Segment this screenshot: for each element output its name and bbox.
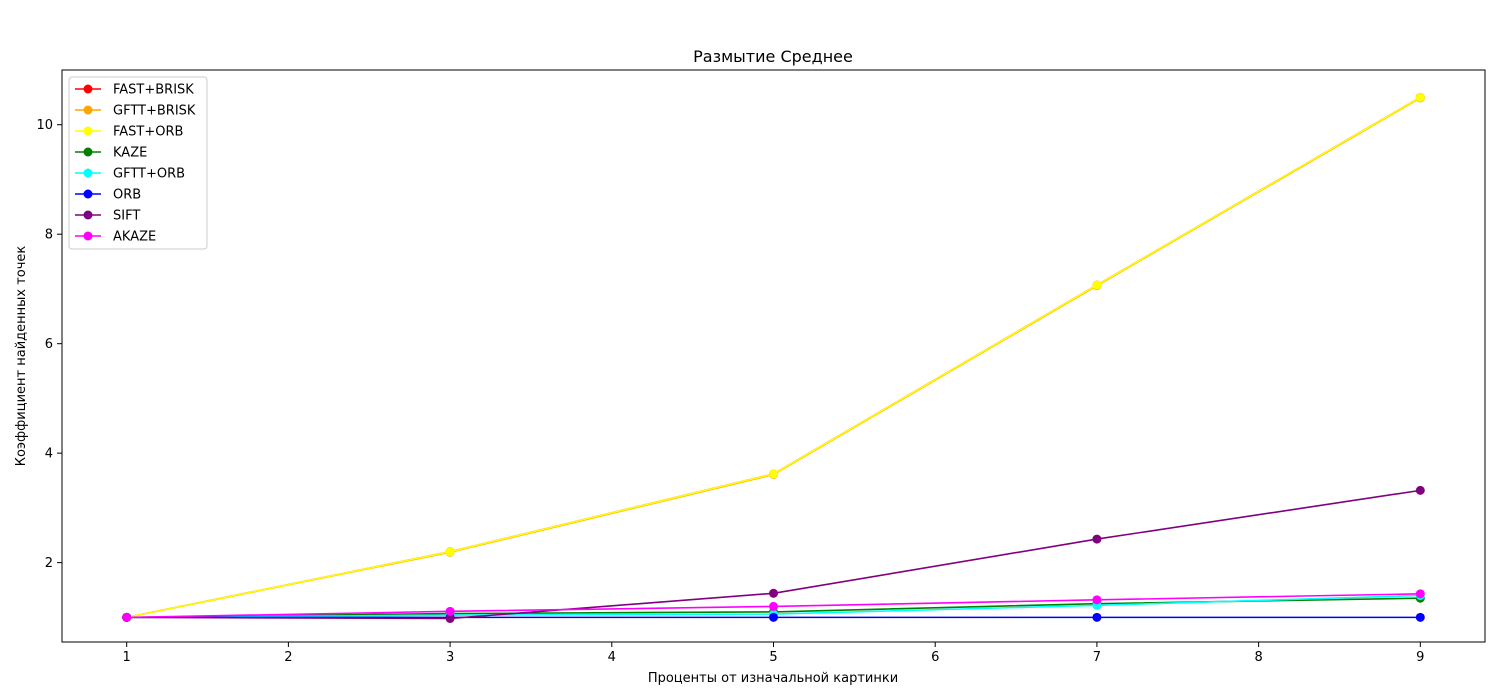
y-tick-label: 2: [45, 556, 53, 571]
chart-title: Размытие Среднее: [693, 47, 853, 66]
series-gftt-brisk: [122, 93, 1425, 622]
legend-item: FAST+BRISK: [75, 83, 194, 98]
data-point: [1092, 534, 1102, 544]
x-tick-label: 9: [1416, 650, 1424, 665]
legend-label: FAST+BRISK: [113, 83, 194, 98]
legend-label: ORB: [113, 188, 141, 203]
legend-label: FAST+ORB: [113, 125, 183, 140]
legend: FAST+BRISK GFTT+BRISK FAST+ORB KAZE GFTT+ORB…: [68, 76, 208, 250]
series-akaze: [122, 589, 1425, 622]
legend-label: SIFT: [113, 209, 140, 224]
x-tick-label: 3: [446, 650, 454, 665]
legend-marker: [83, 105, 93, 115]
series-fast-brisk: [122, 92, 1425, 622]
series-layer: [122, 92, 1425, 623]
x-axis-label: Проценты от изначальной картинки: [648, 671, 898, 686]
data-point: [1092, 595, 1102, 605]
legend-item: FAST+ORB: [75, 125, 183, 140]
data-point: [445, 547, 455, 557]
data-point: [1415, 612, 1425, 622]
legend-label: GFTT+BRISK: [113, 104, 196, 119]
series-line: [126, 489, 1421, 620]
data-point: [1415, 589, 1425, 599]
data-point: [122, 612, 132, 622]
legend-box: [68, 76, 208, 250]
legend-item: SIFT: [75, 209, 140, 224]
y-axis: 2 4 6 8 10: [36, 118, 62, 571]
legend-marker: [83, 231, 93, 241]
data-point: [769, 588, 778, 598]
x-tick-label: 1: [123, 650, 131, 665]
series-line: [126, 96, 1421, 619]
x-tick-label: 8: [1254, 650, 1262, 665]
data-point: [769, 469, 778, 479]
x-axis: 1 2 3 4 5 6 7 8 9: [123, 642, 1424, 665]
data-point: [445, 613, 455, 623]
y-tick-label: 8: [45, 228, 53, 243]
legend-marker: [83, 126, 93, 136]
legend-item: AKAZE: [75, 230, 156, 245]
legend-marker: [83, 210, 93, 220]
y-tick-label: 10: [36, 118, 53, 133]
legend-marker: [83, 84, 93, 94]
y-axis-label: Коэффициент найденных точек: [14, 246, 29, 467]
data-point: [769, 612, 778, 622]
legend-marker: [83, 147, 93, 157]
x-tick-label: 7: [1093, 650, 1101, 665]
y-tick-label: 6: [45, 337, 53, 352]
series-line: [126, 96, 1421, 619]
legend-marker: [83, 189, 93, 199]
legend-item: GFTT+BRISK: [75, 104, 196, 119]
data-point: [445, 606, 455, 616]
legend-label: AKAZE: [113, 230, 156, 245]
x-tick-label: 6: [931, 650, 939, 665]
legend-item: GFTT+ORB: [75, 167, 185, 182]
data-point: [1415, 92, 1425, 102]
data-point: [769, 601, 778, 611]
legend-marker: [83, 168, 93, 178]
legend-label: KAZE: [113, 146, 147, 161]
legend-item: KAZE: [75, 146, 147, 161]
legend-item: ORB: [75, 188, 141, 203]
x-tick-label: 5: [769, 650, 777, 665]
series-fast-orb: [122, 92, 1425, 622]
plot-frame: [61, 69, 1486, 643]
x-tick-label: 4: [608, 650, 616, 665]
data-point: [1092, 280, 1102, 290]
data-point: [1092, 612, 1102, 622]
series-line: [126, 97, 1421, 619]
y-tick-label: 4: [45, 447, 53, 462]
data-point: [1415, 485, 1425, 495]
x-tick-label: 2: [284, 650, 292, 665]
legend-label: GFTT+ORB: [113, 167, 185, 182]
